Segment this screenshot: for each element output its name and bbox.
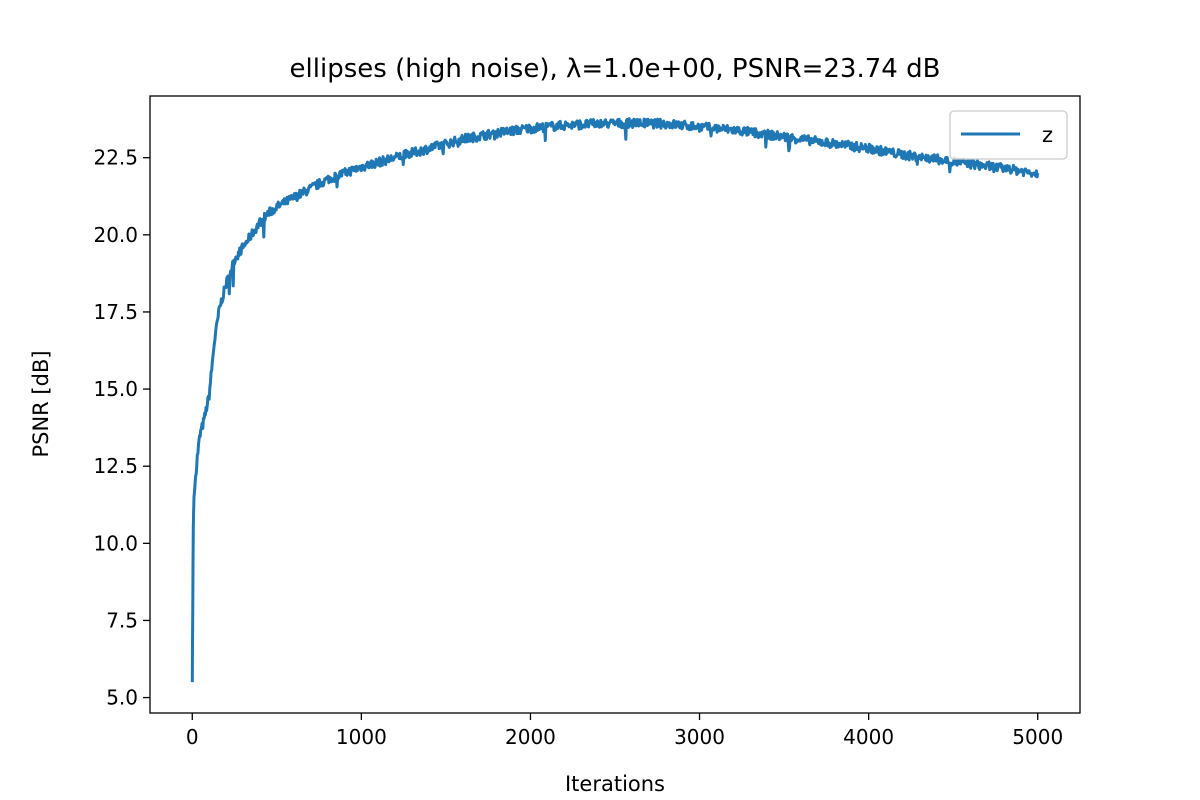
y-tick-label: 7.5 (106, 608, 138, 632)
series-line-z (190, 117, 1040, 683)
x-tick-label: 4000 (843, 725, 894, 749)
series-layer (190, 117, 1040, 683)
x-tick-label: 1000 (336, 725, 387, 749)
y-tick-label: 10.0 (93, 531, 138, 555)
x-tick-label: 0 (186, 725, 199, 749)
legend: z (949, 110, 1068, 160)
plot-area (149, 95, 1081, 714)
x-tick-label: 2000 (505, 725, 556, 749)
y-tick-label: 5.0 (106, 686, 138, 710)
y-tick-label: 12.5 (93, 454, 138, 478)
x-tick-label: 5000 (1012, 725, 1063, 749)
y-tick-label: 22.5 (93, 146, 138, 170)
y-tick-label: 15.0 (93, 377, 138, 401)
x-axis-label: Iterations (565, 772, 665, 796)
y-tick-label: 17.5 (93, 300, 138, 324)
chart-title: ellipses (high noise), λ=1.0e+00, PSNR=2… (290, 54, 941, 84)
y-axis: 5.0 7.5 10.0 12.5 15.0 17.5 20.0 22.5 (93, 146, 150, 710)
x-tick-label: 3000 (674, 725, 725, 749)
plot-frame (149, 95, 1081, 714)
y-axis-label: PSNR [dB] (29, 350, 53, 457)
x-axis: 0 1000 2000 3000 4000 5000 (186, 713, 1063, 749)
legend-label: z (1042, 123, 1053, 147)
y-tick-label: 20.0 (93, 223, 138, 247)
